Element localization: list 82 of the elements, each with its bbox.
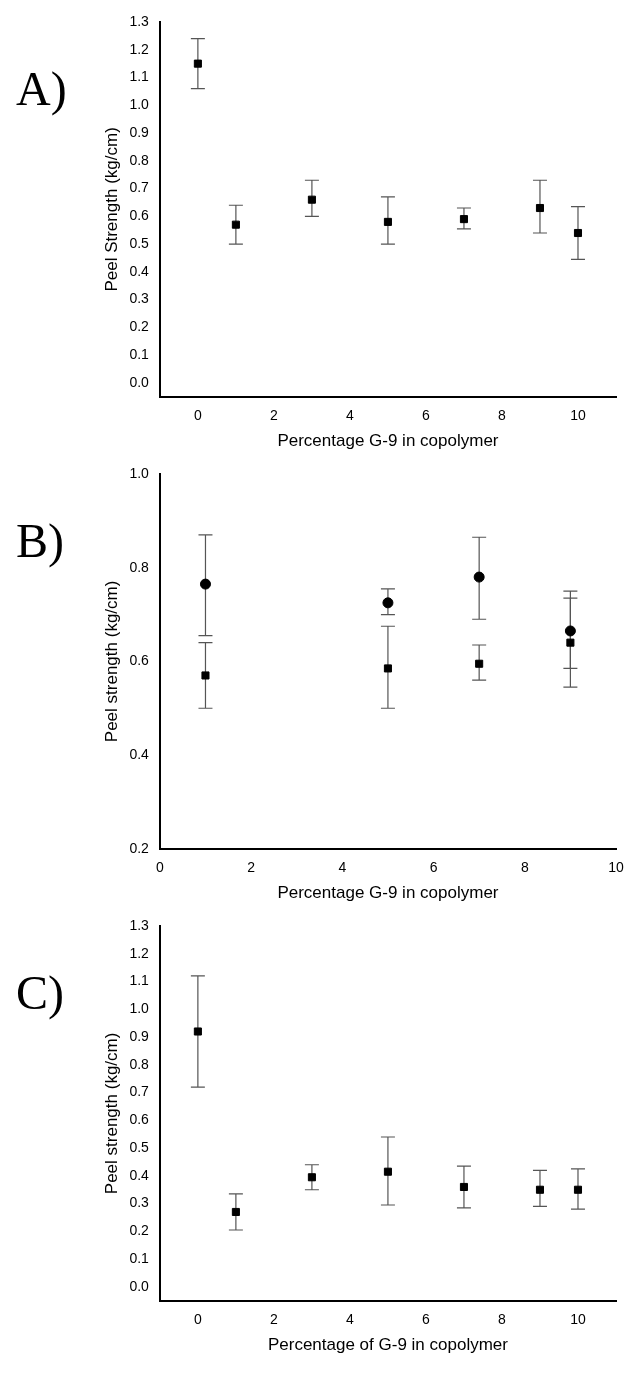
y-tick-label: 0.2 bbox=[129, 318, 150, 335]
y-tick-label: 0.6 bbox=[129, 652, 150, 669]
y-tick-label: 0.8 bbox=[129, 151, 150, 168]
y-tick-label: 0.1 bbox=[129, 1250, 150, 1267]
x-axis-title: Percentage G-9 in copolymer bbox=[277, 431, 499, 451]
x-tick-label: 2 bbox=[270, 1311, 278, 1328]
text: B) bbox=[16, 513, 64, 568]
y-tick-label: 1.0 bbox=[129, 464, 150, 481]
x-tick-label: 0 bbox=[193, 407, 202, 424]
x-tick-label: 10 bbox=[570, 407, 586, 424]
point bbox=[193, 1027, 202, 1036]
point bbox=[307, 1173, 316, 1182]
y-tick-label: 1.2 bbox=[129, 40, 150, 57]
y-tick-label: 0.5 bbox=[129, 1138, 150, 1155]
text: C) bbox=[16, 965, 64, 1020]
point bbox=[231, 220, 240, 229]
point bbox=[383, 664, 392, 673]
x-tick-label: 4 bbox=[346, 1311, 355, 1328]
x-tick-label: 8 bbox=[498, 407, 507, 424]
y-tick-label: 1.1 bbox=[129, 68, 150, 85]
x-tick-label: 2 bbox=[270, 407, 278, 424]
y-tick-label: 0.1 bbox=[129, 346, 150, 363]
x-tick-label: 8 bbox=[498, 1311, 507, 1328]
x-tick-label: 10 bbox=[608, 859, 624, 876]
y-tick-label: 0.5 bbox=[129, 234, 150, 251]
point bbox=[573, 228, 583, 238]
y-tick-label: 1.0 bbox=[129, 96, 150, 113]
x-tick-label: 6 bbox=[422, 1311, 431, 1328]
y-tick-label: 0.8 bbox=[129, 1055, 150, 1072]
x-tick-label: 0 bbox=[193, 1311, 202, 1328]
point bbox=[459, 215, 468, 224]
y-tick-label: 0.6 bbox=[129, 1111, 150, 1128]
y-tick-label: 0.3 bbox=[129, 290, 150, 307]
x-tick-label: 10 bbox=[570, 1311, 586, 1328]
x-tick-label: 4 bbox=[346, 407, 355, 424]
point bbox=[566, 638, 575, 647]
point bbox=[459, 1182, 468, 1192]
point bbox=[473, 571, 485, 583]
y-tick-label: 0.0 bbox=[129, 373, 150, 390]
point bbox=[199, 578, 211, 590]
x-tick-label: 6 bbox=[422, 407, 431, 424]
y-tick-label: 0.8 bbox=[129, 558, 150, 575]
y-tick-label: 0.4 bbox=[129, 1166, 150, 1183]
point bbox=[564, 625, 576, 637]
point bbox=[383, 1167, 392, 1176]
y-tick-label: 0.0 bbox=[129, 1277, 150, 1294]
x-axis-title: Percentage of G-9 in copolymer bbox=[267, 1335, 509, 1355]
y-tick-label: 0.7 bbox=[129, 179, 150, 196]
y-axis-title: Peel strength (kg/cm) bbox=[101, 1032, 121, 1195]
x-tick-label: 2 bbox=[247, 859, 256, 876]
point bbox=[193, 59, 202, 68]
y-tick-label: 0.2 bbox=[129, 1222, 150, 1239]
y-tick-label: 0.9 bbox=[129, 123, 150, 140]
y-axis-title: Peel Strength (kg/cm) bbox=[101, 127, 121, 292]
x-tick-label: 8 bbox=[520, 859, 529, 876]
y-tick-label: 0.3 bbox=[129, 1194, 150, 1211]
point bbox=[535, 1185, 545, 1194]
point bbox=[201, 671, 210, 680]
text: A) bbox=[16, 61, 67, 116]
point bbox=[231, 1207, 240, 1216]
y-axis-title: Peel strength (kg/cm) bbox=[101, 580, 121, 743]
x-axis-title: Percentage G-9 in copolymer bbox=[277, 883, 499, 903]
y-tick-label: 1.2 bbox=[129, 944, 150, 961]
point bbox=[573, 1185, 583, 1194]
point bbox=[383, 217, 392, 226]
point bbox=[382, 597, 394, 609]
y-tick-label: 1.3 bbox=[129, 12, 150, 29]
point bbox=[535, 203, 545, 213]
y-tick-label: 0.7 bbox=[129, 1083, 150, 1100]
y-tick-label: 0.9 bbox=[129, 1027, 150, 1044]
y-tick-label: 0.2 bbox=[129, 839, 150, 856]
point bbox=[475, 659, 484, 668]
y-tick-label: 0.6 bbox=[129, 207, 150, 224]
y-tick-label: 0.4 bbox=[129, 745, 150, 762]
x-tick-label: 4 bbox=[338, 859, 347, 876]
y-tick-label: 1.0 bbox=[129, 1000, 150, 1017]
y-tick-label: 1.1 bbox=[129, 972, 150, 989]
x-tick-label: 0 bbox=[155, 859, 164, 876]
y-tick-label: 0.4 bbox=[129, 262, 150, 279]
x-tick-label: 6 bbox=[429, 859, 438, 876]
point bbox=[307, 195, 316, 204]
y-tick-label: 1.3 bbox=[129, 916, 150, 933]
